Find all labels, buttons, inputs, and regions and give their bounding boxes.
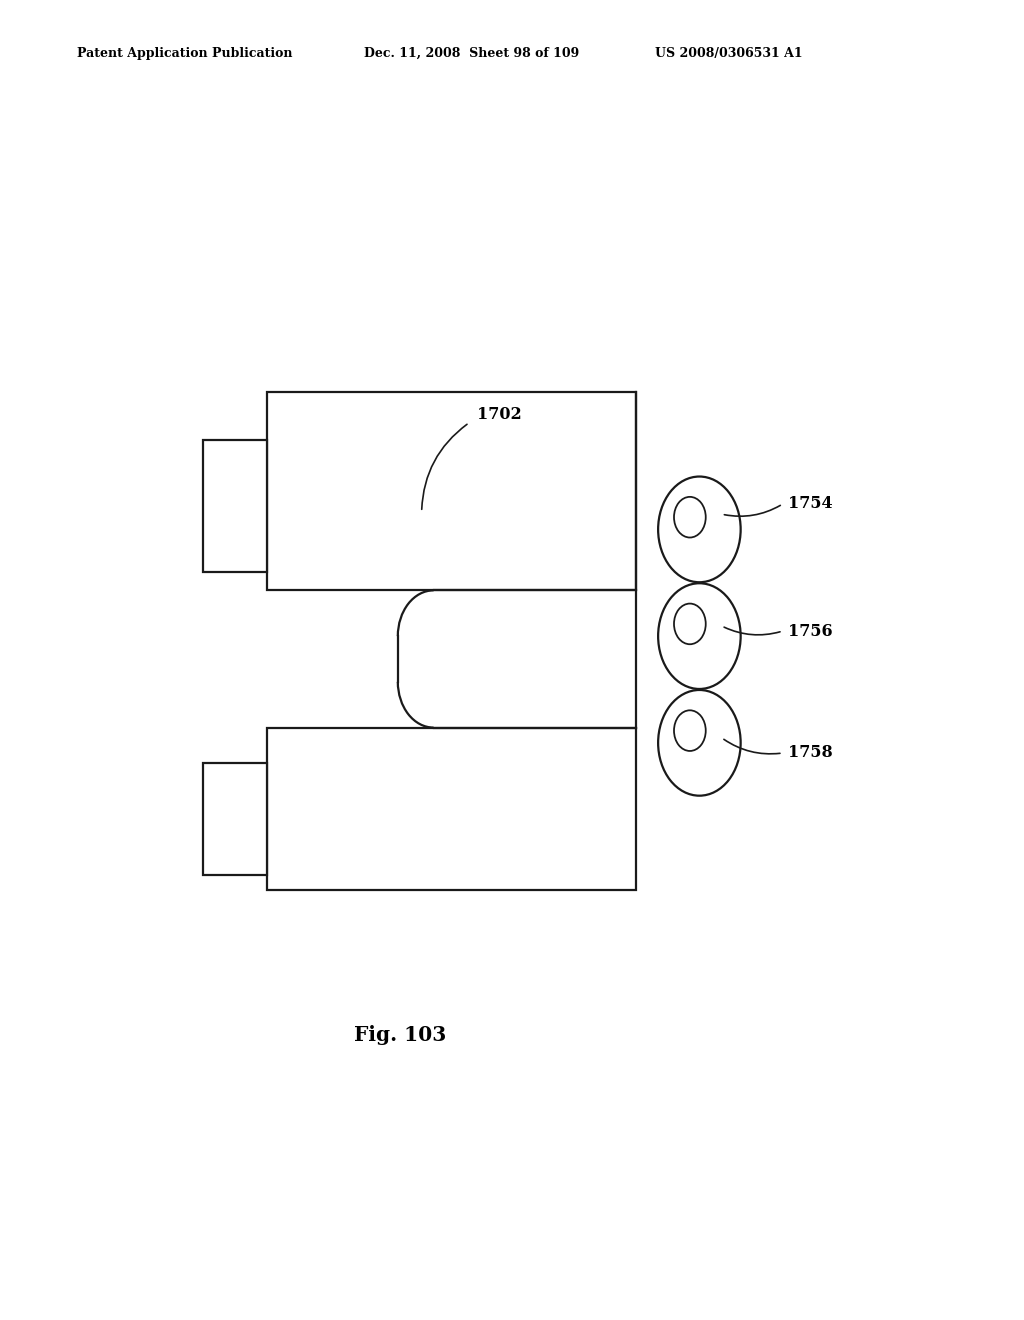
Text: Dec. 11, 2008  Sheet 98 of 109: Dec. 11, 2008 Sheet 98 of 109 — [364, 46, 579, 59]
Circle shape — [658, 583, 740, 689]
Text: Fig. 103: Fig. 103 — [354, 1024, 446, 1044]
Circle shape — [674, 496, 706, 537]
Circle shape — [674, 710, 706, 751]
Circle shape — [658, 477, 740, 582]
Circle shape — [674, 603, 706, 644]
Text: US 2008/0306531 A1: US 2008/0306531 A1 — [655, 46, 803, 59]
Text: 1756: 1756 — [788, 623, 833, 639]
Text: Patent Application Publication: Patent Application Publication — [77, 46, 292, 59]
Bar — [267, 727, 636, 890]
Text: 1758: 1758 — [788, 744, 834, 762]
Text: 1702: 1702 — [477, 407, 522, 422]
Bar — [204, 763, 267, 875]
Bar — [267, 392, 636, 590]
Circle shape — [658, 690, 740, 796]
Text: 1754: 1754 — [788, 495, 833, 512]
Bar — [204, 440, 267, 572]
